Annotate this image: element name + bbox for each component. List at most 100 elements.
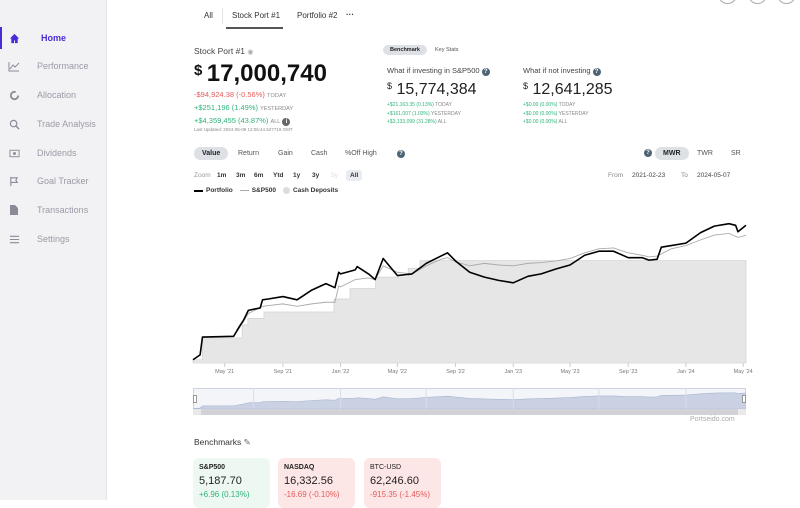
whatif-yesterday: +$0.00 (0.00%) <box>523 110 558 117</box>
benchmark-name: S&P500 <box>199 464 226 471</box>
sidebar-item-settings[interactable]: Settings <box>0 228 107 250</box>
metric-tab-gain[interactable]: Gain <box>278 150 293 157</box>
sidebar-item-dividends[interactable]: Dividends <box>0 142 107 164</box>
divider <box>222 8 223 24</box>
zoom-6m[interactable]: 6m <box>254 172 264 179</box>
whatif-yesterday: +$161,007 (1.03%) <box>387 110 430 117</box>
sidebar-item-label: Trade Analysis <box>37 119 96 129</box>
zoom-3y[interactable]: 3y <box>312 172 320 179</box>
tab-stock-port-1[interactable]: Stock Port #1 <box>232 11 281 20</box>
sidebar-item-home[interactable]: Home <box>0 27 107 49</box>
edit-icon[interactable]: ✎ <box>243 437 251 447</box>
whatif-today: +$21,163.35 (0.13%) <box>387 102 434 108</box>
zoom-5y: 5y <box>331 172 338 179</box>
currency-symbol: $ <box>523 81 529 91</box>
watermark: Portseido.com <box>690 416 735 423</box>
today-label: TODAY <box>266 93 287 99</box>
help-icon[interactable]: ? <box>592 68 601 76</box>
sidebar-item-performance[interactable]: Performance <box>0 55 107 77</box>
home-icon <box>7 31 21 45</box>
tab-portfolio-2[interactable]: Portfolio #2 <box>297 11 338 20</box>
sidebar-item-label: Performance <box>37 61 89 71</box>
help-icon[interactable]: ? <box>644 149 652 157</box>
metric-tab-off-high[interactable]: %Off High <box>345 150 377 157</box>
whatif-value: 15,774,384 <box>396 81 477 98</box>
yesterday-change: +$251,196 (1.49%) <box>194 103 259 112</box>
metric-tab-value[interactable]: Value <box>194 147 229 160</box>
navigator-handle-left[interactable] <box>193 395 197 403</box>
zoom-3m[interactable]: 3m <box>236 172 246 179</box>
from-label: From <box>608 172 624 179</box>
zoom-1y[interactable]: 1y <box>293 172 301 179</box>
eye-icon[interactable]: ◉ <box>247 49 254 56</box>
legend-swatch-sp500 <box>239 190 249 191</box>
benchmark-name: NASDAQ <box>284 464 315 471</box>
all-change: +$4,359,455 (43.87%) <box>194 116 269 125</box>
active-tab-underline <box>226 27 283 29</box>
to-date-input[interactable]: 2024-05-07 <box>697 172 731 179</box>
sidebar-item-trade-analysis[interactable]: Trade Analysis <box>0 113 107 135</box>
series-sp500 <box>192 232 747 361</box>
whatif-value: 12,641,285 <box>532 81 613 98</box>
tab-key-stats[interactable]: Key Stats <box>435 47 459 53</box>
zoom-ytd[interactable]: Ytd <box>273 172 284 179</box>
navigator-scrollbar[interactable] <box>193 409 746 415</box>
zoom-all[interactable]: All <box>346 170 363 181</box>
not-investing: What if not investing ? $ 12,641,285 +$0… <box>523 66 613 127</box>
mode-sr[interactable]: SR <box>731 150 741 157</box>
from-date-input[interactable]: 2021-02-23 <box>632 172 666 179</box>
benchmark-card-nasdaq[interactable]: NASDAQ 16,332.56 -16.69 (-0.10%) <box>278 458 355 508</box>
whatif-title: What if not investing <box>523 66 591 75</box>
tab-benchmark[interactable]: Benchmark <box>383 45 427 55</box>
x-tick-label: May '21 <box>215 369 235 375</box>
sidebar-item-label: Goal Tracker <box>37 176 89 186</box>
help-icon[interactable]: ? <box>397 150 405 158</box>
x-tick-label: May '24 <box>733 369 753 375</box>
navigator-handle-right[interactable] <box>742 395 746 403</box>
navigator-area <box>193 388 746 409</box>
more-tabs-button[interactable]: ··· <box>346 10 354 19</box>
benchmark-card-btc[interactable]: BTC-USD 62,246.60 -915.35 (-1.45%) <box>364 458 441 508</box>
sidebar-item-label: Home <box>41 33 67 43</box>
metric-tab-cash[interactable]: Cash <box>311 150 328 157</box>
scrollbar-thumb[interactable] <box>201 409 738 415</box>
whatif-today: +$0.00 (0.00%) <box>523 102 558 108</box>
portfolio-name: Stock Port #1 ◉ <box>194 46 254 56</box>
benchmarks-title: Benchmarks <box>194 437 242 447</box>
cash-icon <box>7 146 21 160</box>
chart-icon <box>7 59 21 73</box>
legend-swatch-cash <box>282 187 290 194</box>
flag-icon <box>7 174 21 188</box>
sidebar-item-goal-tracker[interactable]: Goal Tracker <box>0 170 107 192</box>
to-label: To <box>681 172 688 179</box>
mode-mwr[interactable]: MWR <box>655 147 689 160</box>
benchmark-card-sp500[interactable]: S&P500 5,187.70 +6.96 (0.13%) <box>193 458 270 508</box>
benchmarks-heading: Benchmarks ✎ <box>194 437 251 448</box>
sidebar-item-allocation[interactable]: Allocation <box>0 84 107 106</box>
legend-portfolio[interactable]: Portfolio <box>206 187 233 194</box>
navigator-series <box>193 392 746 409</box>
sidebar-item-label: Allocation <box>37 90 77 100</box>
sidebar-item-label: Transactions <box>37 205 89 215</box>
x-tick-label: May '22 <box>387 369 407 375</box>
tab-all[interactable]: All <box>204 11 213 20</box>
legend-swatch-portfolio <box>194 189 203 192</box>
benchmark-name: BTC-USD <box>370 464 402 471</box>
benchmark-value: 5,187.70 <box>199 475 242 487</box>
search-icon <box>7 117 21 131</box>
sidebar-item-transactions[interactable]: Transactions <box>0 199 107 221</box>
legend-sp500[interactable]: S&P500 <box>251 187 276 194</box>
zoom-1m[interactable]: 1m <box>217 172 227 179</box>
document-icon <box>7 203 21 217</box>
mode-twr[interactable]: TWR <box>697 150 713 157</box>
legend-cash-deposits[interactable]: Cash Deposits <box>292 187 339 194</box>
x-tick-label: Sep '22 <box>446 369 465 375</box>
today-label: TODAY <box>558 102 576 108</box>
all-label: ALL <box>437 119 447 125</box>
help-icon[interactable]: ? <box>481 68 490 76</box>
metric-tab-return[interactable]: Return <box>238 150 260 157</box>
yesterday-label: YESTERDAY <box>430 110 461 117</box>
benchmark-change: +6.96 (0.13%) <box>199 490 250 499</box>
info-icon[interactable]: i <box>282 118 291 126</box>
